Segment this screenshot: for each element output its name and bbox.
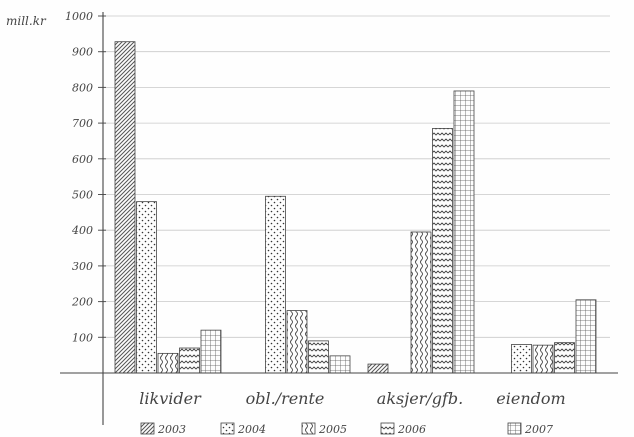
bar-likvider-2005 bbox=[157, 352, 179, 374]
y-tick-label: 100 bbox=[72, 331, 93, 344]
legend-swatch-2007 bbox=[507, 422, 522, 435]
legend-label: 2005 bbox=[318, 423, 347, 436]
bar-oblrente-2004 bbox=[265, 195, 286, 374]
y-axis-ticks: 100 200 300 400 500 600 700 800 900 1000 bbox=[65, 10, 106, 344]
bar-likvider-2004 bbox=[136, 201, 157, 374]
x-category-label: obl./rente bbox=[246, 389, 325, 408]
bar-oblrente-2006 bbox=[308, 340, 329, 374]
y-tick-label: 400 bbox=[71, 224, 93, 237]
legend-label: 2004 bbox=[237, 423, 266, 436]
bar-likvider-2007 bbox=[200, 329, 222, 374]
x-axis-labels: likvider obl./rente aksjer/gfb. eiendom bbox=[139, 389, 565, 408]
y-tick-label: 500 bbox=[72, 189, 93, 202]
bars bbox=[114, 41, 597, 374]
bar-oblrente-2007 bbox=[329, 355, 351, 374]
y-axis-label: mill.kr bbox=[6, 14, 47, 28]
y-tick-label: 200 bbox=[71, 296, 93, 309]
x-category-label: aksjer/gfb. bbox=[377, 389, 463, 408]
bar-likvider-2003 bbox=[114, 41, 136, 374]
bar-eiendom-2006 bbox=[554, 342, 575, 374]
legend-swatch-2004 bbox=[220, 422, 235, 435]
y-tick-label: 700 bbox=[72, 117, 93, 130]
bar-aksjergfb-2003 bbox=[367, 363, 389, 374]
legend-label: 2007 bbox=[524, 423, 553, 436]
bar-aksjergfb-2007 bbox=[453, 90, 475, 374]
y-tick-label: 900 bbox=[72, 46, 93, 59]
legend-label: 2003 bbox=[157, 423, 186, 436]
bar-aksjergfb-2006 bbox=[432, 128, 453, 374]
y-tick-label: 800 bbox=[72, 81, 93, 94]
bar-aksjergfb-2005 bbox=[410, 231, 432, 374]
legend-swatch-2005 bbox=[301, 422, 316, 435]
legend-label: 2006 bbox=[397, 423, 426, 436]
axes bbox=[60, 12, 618, 425]
bar-likvider-2006 bbox=[179, 347, 200, 374]
legend-swatch-2006 bbox=[380, 422, 395, 435]
gridlines bbox=[103, 15, 610, 338]
legend-swatch-2003 bbox=[140, 422, 155, 435]
legend: 2003 2004 2005 2006 2007 bbox=[140, 422, 553, 436]
y-tick-label: 300 bbox=[72, 260, 93, 273]
bar-eiendom-2004 bbox=[511, 344, 532, 374]
bar-oblrente-2005 bbox=[286, 310, 308, 374]
bar-eiendom-2007 bbox=[575, 299, 597, 374]
y-tick-label: 600 bbox=[72, 153, 93, 166]
x-category-label: eiendom bbox=[496, 389, 565, 408]
bar-eiendom-2005 bbox=[532, 344, 554, 374]
x-category-label: likvider bbox=[139, 389, 202, 408]
y-tick-label: 1000 bbox=[65, 10, 93, 23]
